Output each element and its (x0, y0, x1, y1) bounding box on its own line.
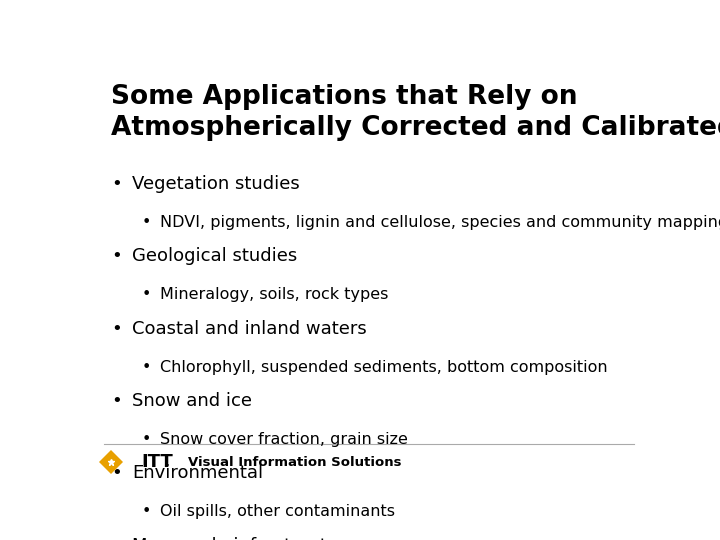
Text: •: • (111, 320, 122, 338)
Text: Coastal and inland waters: Coastal and inland waters (132, 320, 366, 338)
Text: Geological studies: Geological studies (132, 247, 297, 265)
Text: Oil spills, other contaminants: Oil spills, other contaminants (160, 504, 395, 519)
Text: •: • (111, 247, 122, 265)
Text: •: • (141, 215, 150, 230)
Text: •: • (111, 537, 122, 540)
Text: •: • (111, 464, 122, 482)
Text: Some Applications that Rely on
Atmospherically Corrected and Calibrated Data: Some Applications that Rely on Atmospher… (111, 84, 720, 140)
Text: Snow cover fraction, grain size: Snow cover fraction, grain size (160, 432, 408, 447)
Text: •: • (141, 432, 150, 447)
Text: Man-made infrastructure: Man-made infrastructure (132, 537, 356, 540)
Text: Snow and ice: Snow and ice (132, 392, 252, 410)
Text: •: • (111, 175, 122, 193)
Text: Visual Information Solutions: Visual Information Solutions (188, 456, 401, 469)
Text: Vegetation studies: Vegetation studies (132, 175, 300, 193)
Text: Chlorophyll, suspended sediments, bottom composition: Chlorophyll, suspended sediments, bottom… (160, 360, 608, 375)
Text: ITT: ITT (141, 453, 173, 471)
Text: •: • (111, 392, 122, 410)
Text: NDVI, pigments, lignin and cellulose, species and community mapping,: NDVI, pigments, lignin and cellulose, sp… (160, 215, 720, 230)
Text: Environmental: Environmental (132, 464, 263, 482)
Text: •: • (141, 287, 150, 302)
Text: •: • (141, 360, 150, 375)
Text: Mineralogy, soils, rock types: Mineralogy, soils, rock types (160, 287, 388, 302)
Text: •: • (141, 504, 150, 519)
